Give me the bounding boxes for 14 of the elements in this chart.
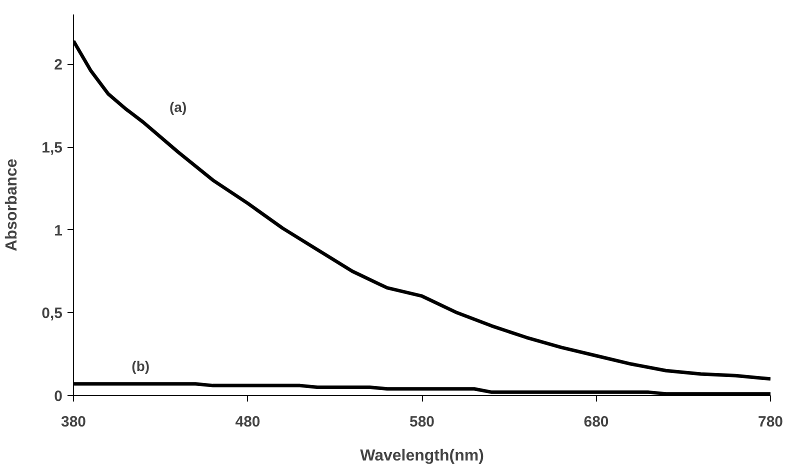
x-axis-title: Wavelength(nm) <box>360 448 484 464</box>
y-tick-label: 0,5 <box>42 305 63 322</box>
y-tick-label: 0 <box>54 388 62 405</box>
x-tick-label: 380 <box>60 414 86 430</box>
x-tick-label: 580 <box>409 414 435 430</box>
y-tick-label: 1 <box>54 222 62 240</box>
x-tick-label: 480 <box>235 414 260 430</box>
y-tick-label: 1,5 <box>42 140 63 157</box>
x-tick-label: 680 <box>584 414 609 430</box>
y-axis-title: Absorbance <box>4 158 21 252</box>
y-tick-label: 2 <box>54 56 62 74</box>
series-label: (a) <box>169 98 187 115</box>
x-tick-label: 780 <box>758 414 784 430</box>
series-label: (b) <box>132 358 150 374</box>
